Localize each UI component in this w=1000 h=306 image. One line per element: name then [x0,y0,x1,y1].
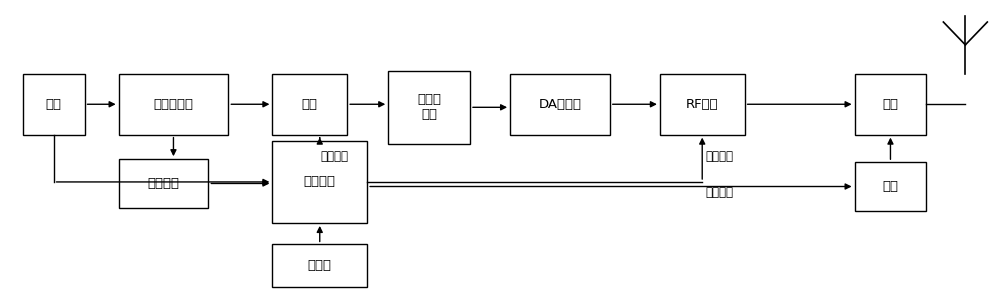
Text: 调压表: 调压表 [308,259,332,272]
Text: 数字上变频: 数字上变频 [153,98,193,111]
Text: 基带: 基带 [46,98,62,111]
Text: 数字预
失真: 数字预 失真 [417,93,441,121]
Text: RF处理: RF处理 [686,98,719,111]
Text: 电源: 电源 [882,180,898,193]
Text: 门限调整: 门限调整 [320,150,348,162]
Text: 功率检测: 功率检测 [147,177,179,190]
Bar [272,141,367,223]
Text: 电压调整: 电压调整 [706,186,734,199]
Bar [23,74,85,135]
Bar [660,74,745,135]
Bar [510,74,610,135]
Bar [119,74,228,135]
Bar [855,162,926,211]
Bar [272,244,367,287]
Bar [388,71,470,144]
Text: DA转换器: DA转换器 [538,98,581,111]
Text: 功放: 功放 [882,98,898,111]
Text: 调压主控: 调压主控 [304,175,336,188]
Bar [272,74,347,135]
Text: 增益调整: 增益调整 [706,150,734,162]
Bar [855,74,926,135]
Bar [119,159,208,208]
Text: 削峰: 削峰 [302,98,318,111]
